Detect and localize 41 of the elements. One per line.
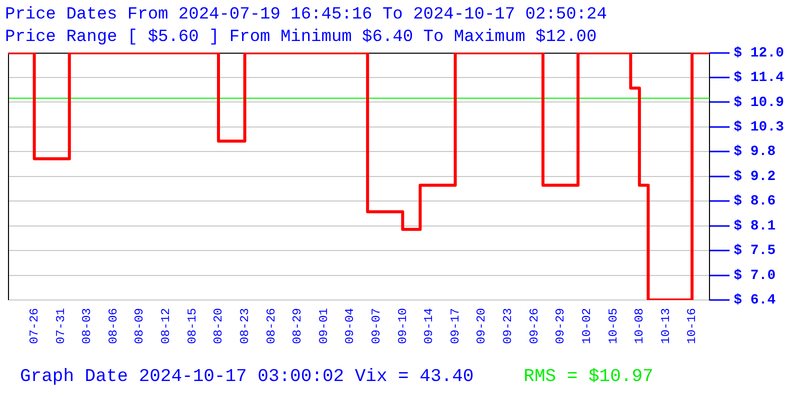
chart-title: Price Dates From 2024-07-19 16:45:16 To 2024-10-17 02:50:24 <box>5 6 607 25</box>
x-tick-label: 09-14 <box>422 308 436 344</box>
x-tick-label: 09-23 <box>501 308 516 344</box>
x-tick-label: 10-05 <box>606 308 620 344</box>
chart-subtitle: Price Range [ $5.60 ] From Minimum $6.40 To Maximum $12.00 <box>5 28 597 48</box>
x-tick-label: 08-06 <box>106 308 120 344</box>
x-tick-label: 07-26 <box>27 308 42 344</box>
y-tick-label: $ 11.4 <box>734 70 784 86</box>
x-tick-label: 08-23 <box>238 308 252 344</box>
y-tick-label: $ 10.3 <box>734 119 784 136</box>
text: Graph Date 2024-10-17 03:00:02 Vix = 43.40 <box>20 366 474 387</box>
x-tick-label: 10-02 <box>580 308 594 344</box>
y-tick-label: $ 12.0 <box>734 45 784 62</box>
y-tick-label: $ 9.2 <box>734 168 776 185</box>
x-tick-label: 09-01 <box>316 308 331 344</box>
x-tick-label: 09-29 <box>554 308 568 344</box>
x-tick-label: 09-20 <box>474 308 489 344</box>
x-tick-label: 10-16 <box>685 308 700 344</box>
ref-line-label: RMS = $10.97 <box>524 366 654 387</box>
x-tick-label: 08-26 <box>264 308 278 344</box>
y-tick-label: $ 7.5 <box>734 243 776 260</box>
x-tick-label: 09-04 <box>343 308 358 344</box>
x-tick-label: 09-10 <box>396 308 410 344</box>
x-tick-label: 10-08 <box>632 308 647 344</box>
x-tick-label: 08-09 <box>132 308 147 344</box>
y-tick-label: $ 10.9 <box>734 94 784 111</box>
y-tick-label: $ 6.4 <box>734 292 776 309</box>
x-tick-label: 07-31 <box>54 308 68 344</box>
x-tick-label: 08-15 <box>185 308 200 344</box>
x-tick-label: 09-07 <box>370 308 384 344</box>
y-tick-label: $ 8.1 <box>734 218 776 234</box>
y-tick-label: $ 7.0 <box>734 268 776 284</box>
x-tick-label: 09-17 <box>448 308 462 344</box>
x-tick-label: 10-13 <box>658 308 673 344</box>
x-tick-label: 08-12 <box>159 308 174 344</box>
y-tick-label: $ 9.8 <box>734 144 776 160</box>
x-tick-label: 09-26 <box>527 308 542 344</box>
y-tick-label: $ 8.6 <box>734 194 776 210</box>
x-tick-label: 08-03 <box>80 308 94 344</box>
x-tick-label: 08-20 <box>212 308 226 344</box>
x-tick-label: 08-29 <box>290 308 305 344</box>
